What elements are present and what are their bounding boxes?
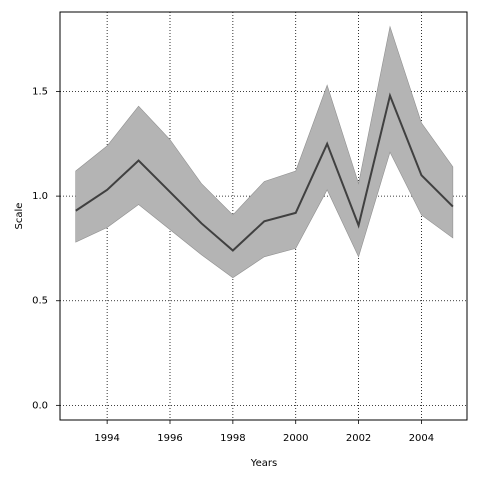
x-axis-label: Years	[250, 458, 277, 469]
y-axis-label: Scale	[14, 203, 25, 230]
x-tick-label: 2004	[409, 433, 434, 444]
y-tick-label: 1.5	[32, 87, 48, 98]
x-tick-label: 1996	[157, 433, 182, 444]
x-tick-label: 1994	[94, 433, 119, 444]
y-tick-label: 1.0	[32, 191, 48, 202]
y-tick-label: 0.0	[32, 400, 48, 411]
y-tick-label: 0.5	[32, 296, 48, 307]
plot-frame	[59, 11, 468, 421]
x-tick-label: 2002	[346, 433, 371, 444]
line	[75, 92, 454, 252]
x-tick-label: 2000	[283, 433, 308, 444]
x-tick-label: 1998	[220, 433, 245, 444]
confidence-band	[75, 25, 454, 279]
